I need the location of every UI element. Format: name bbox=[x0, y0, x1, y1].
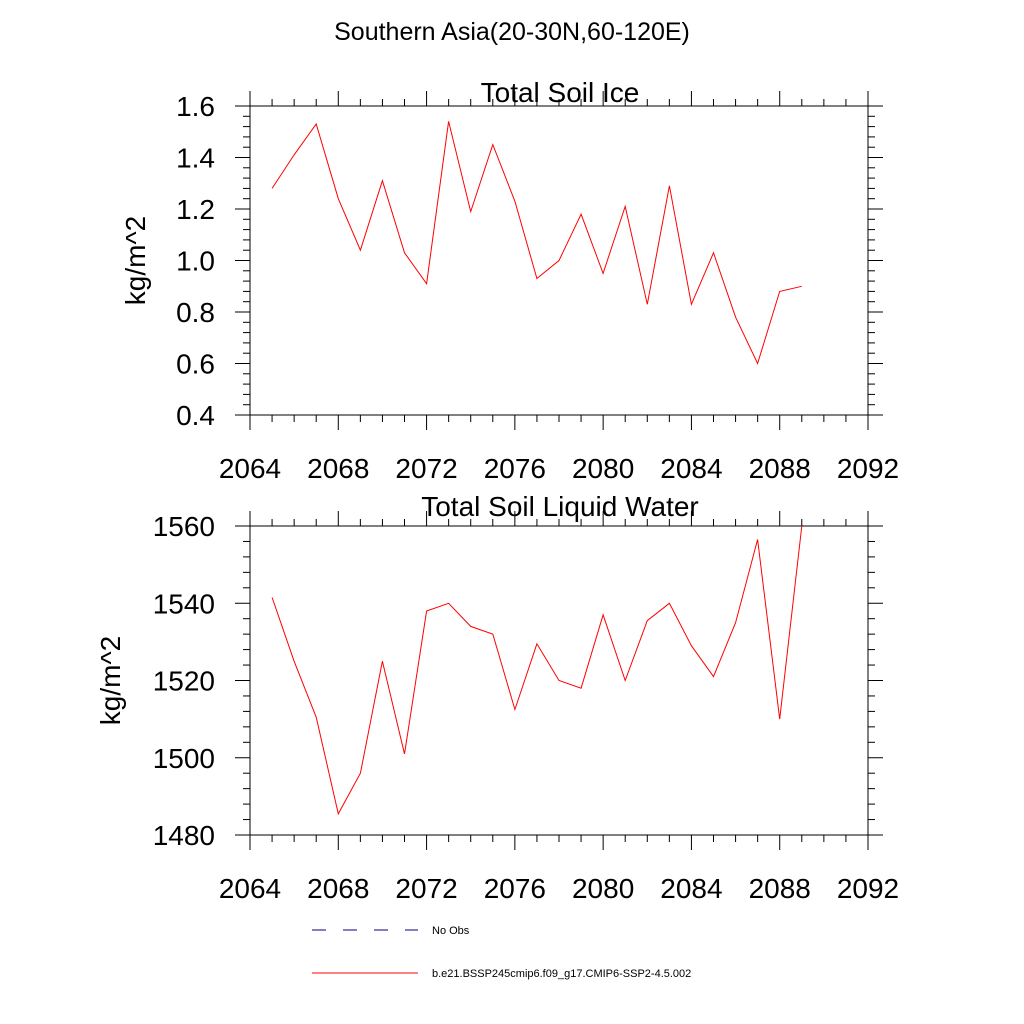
chart2-x-tick-label: 2068 bbox=[307, 873, 369, 904]
chart1-y-tick-label: 0.6 bbox=[176, 349, 215, 380]
chart1-y-tick-label: 1.4 bbox=[176, 143, 215, 174]
chart1-x-tick-label: 2084 bbox=[660, 453, 722, 484]
chart1-x-tick-label: 2088 bbox=[749, 453, 811, 484]
legend-no-obs-label: No Obs bbox=[432, 925, 470, 937]
chart1-y-tick-label: 0.8 bbox=[176, 297, 215, 328]
chart1-x-tick-label: 2072 bbox=[395, 453, 457, 484]
chart1-ylabel: kg/m^2 bbox=[120, 216, 151, 305]
chart2-x-tick-label: 2072 bbox=[395, 873, 457, 904]
chart2-x-tick-label: 2084 bbox=[660, 873, 722, 904]
chart2-ylabel: kg/m^2 bbox=[95, 636, 126, 725]
chart2-x-tick-label: 2076 bbox=[484, 873, 546, 904]
chart1-x-tick-label: 2076 bbox=[484, 453, 546, 484]
chart1-x-tick-label: 2068 bbox=[307, 453, 369, 484]
chart2-y-tick-label: 1520 bbox=[153, 666, 215, 697]
chart2-y-tick-label: 1540 bbox=[153, 588, 215, 619]
chart1-y-tick-label: 1.6 bbox=[176, 91, 215, 122]
chart1-y-tick-label: 1.2 bbox=[176, 194, 215, 225]
chart2-y-tick-label: 1500 bbox=[153, 743, 215, 774]
chart1-title: Total Soil Ice bbox=[481, 77, 640, 108]
chart2-title: Total Soil Liquid Water bbox=[421, 491, 699, 522]
chart1-x-tick-label: 2064 bbox=[219, 453, 281, 484]
chart2-y-tick-label: 1560 bbox=[153, 511, 215, 542]
chart1-series-1-line bbox=[271, 121, 802, 365]
legend-model-label: b.e21.BSSP245cmip6.f09_g17.CMIP6-SSP2-4.… bbox=[432, 968, 691, 980]
chart2-x-tick-label: 2080 bbox=[572, 873, 634, 904]
chart2-y-tick-label: 1480 bbox=[153, 820, 215, 851]
page-title: Southern Asia(20-30N,60-120E) bbox=[334, 18, 690, 46]
chart1-x-tick-label: 2080 bbox=[572, 453, 634, 484]
chart1-y-tick-label: 0.4 bbox=[176, 400, 215, 431]
chart2-x-tick-label: 2088 bbox=[749, 873, 811, 904]
chart1-x-tick-label: 2092 bbox=[837, 453, 899, 484]
chart2-x-tick-label: 2092 bbox=[837, 873, 899, 904]
chart2-series-1-line bbox=[271, 525, 803, 816]
chart1-y-tick-label: 1.0 bbox=[176, 246, 215, 277]
chart2-x-tick-label: 2064 bbox=[219, 873, 281, 904]
